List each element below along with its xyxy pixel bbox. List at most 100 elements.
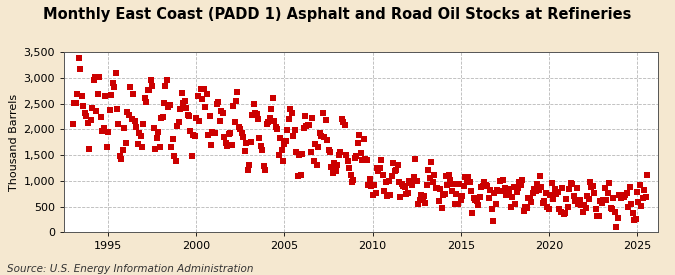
Point xyxy=(188,133,198,137)
Point xyxy=(366,184,377,188)
Point xyxy=(429,173,439,177)
Point xyxy=(351,153,362,158)
Point xyxy=(593,214,604,218)
Point xyxy=(402,190,413,195)
Point xyxy=(277,159,288,163)
Point xyxy=(120,141,131,145)
Point xyxy=(231,98,242,103)
Point xyxy=(404,179,414,183)
Point xyxy=(489,191,500,195)
Point xyxy=(630,216,641,221)
Point xyxy=(448,182,459,186)
Point xyxy=(400,185,410,189)
Point xyxy=(394,180,404,184)
Point xyxy=(166,145,177,149)
Point xyxy=(157,115,168,119)
Point xyxy=(637,196,648,201)
Point xyxy=(546,181,557,185)
Point xyxy=(350,156,360,160)
Point xyxy=(95,115,106,119)
Point xyxy=(333,153,344,157)
Point xyxy=(240,148,250,153)
Point xyxy=(549,186,560,191)
Point xyxy=(383,179,394,183)
Point xyxy=(184,114,194,118)
Point xyxy=(589,191,600,196)
Point xyxy=(441,174,452,178)
Text: Source: U.S. Energy Information Administration: Source: U.S. Energy Information Administ… xyxy=(7,264,253,274)
Point xyxy=(554,207,564,211)
Point xyxy=(470,198,481,202)
Point xyxy=(292,174,303,178)
Point xyxy=(382,193,393,198)
Point xyxy=(172,124,183,129)
Point xyxy=(272,127,283,131)
Point xyxy=(219,134,230,139)
Point xyxy=(179,99,190,103)
Point xyxy=(464,179,475,184)
Point xyxy=(381,180,392,184)
Point xyxy=(298,126,309,130)
Point xyxy=(104,108,115,113)
Point xyxy=(270,125,281,130)
Point xyxy=(100,94,111,98)
Point xyxy=(156,116,167,120)
Point xyxy=(560,211,570,215)
Point xyxy=(417,196,428,201)
Point xyxy=(516,182,526,187)
Point xyxy=(175,107,186,112)
Point xyxy=(159,101,169,106)
Point xyxy=(247,113,258,117)
Point xyxy=(482,184,493,188)
Point xyxy=(501,193,512,197)
Point xyxy=(507,194,518,199)
Point xyxy=(265,116,275,120)
Point xyxy=(207,130,218,134)
Point xyxy=(618,195,629,199)
Point xyxy=(357,158,368,162)
Point xyxy=(621,190,632,195)
Point xyxy=(627,211,638,215)
Point xyxy=(356,150,367,155)
Point xyxy=(620,193,630,197)
Point xyxy=(435,187,446,191)
Point xyxy=(574,198,585,202)
Point xyxy=(338,120,348,125)
Point xyxy=(582,194,593,198)
Point xyxy=(273,152,284,157)
Point xyxy=(432,186,443,190)
Point xyxy=(577,210,588,214)
Point xyxy=(170,159,181,163)
Point xyxy=(225,131,236,135)
Point xyxy=(536,185,547,189)
Point xyxy=(245,140,256,145)
Point xyxy=(236,131,247,135)
Point xyxy=(209,131,219,135)
Point xyxy=(387,161,398,165)
Point xyxy=(395,194,406,199)
Point xyxy=(190,134,200,138)
Point xyxy=(532,181,543,186)
Point xyxy=(481,183,491,187)
Point xyxy=(437,193,448,197)
Point xyxy=(573,202,584,206)
Point xyxy=(367,193,378,197)
Point xyxy=(126,116,137,121)
Point xyxy=(336,117,347,121)
Point xyxy=(200,105,211,109)
Point xyxy=(216,109,227,113)
Point xyxy=(226,143,237,147)
Point xyxy=(217,111,228,115)
Point xyxy=(551,192,562,197)
Point xyxy=(110,71,121,75)
Point xyxy=(375,166,385,170)
Point xyxy=(222,143,233,148)
Point xyxy=(358,137,369,141)
Point xyxy=(320,118,331,122)
Point xyxy=(391,168,402,172)
Point xyxy=(345,172,356,177)
Point xyxy=(595,199,605,203)
Point xyxy=(492,188,503,192)
Point xyxy=(192,94,203,99)
Point xyxy=(254,136,265,140)
